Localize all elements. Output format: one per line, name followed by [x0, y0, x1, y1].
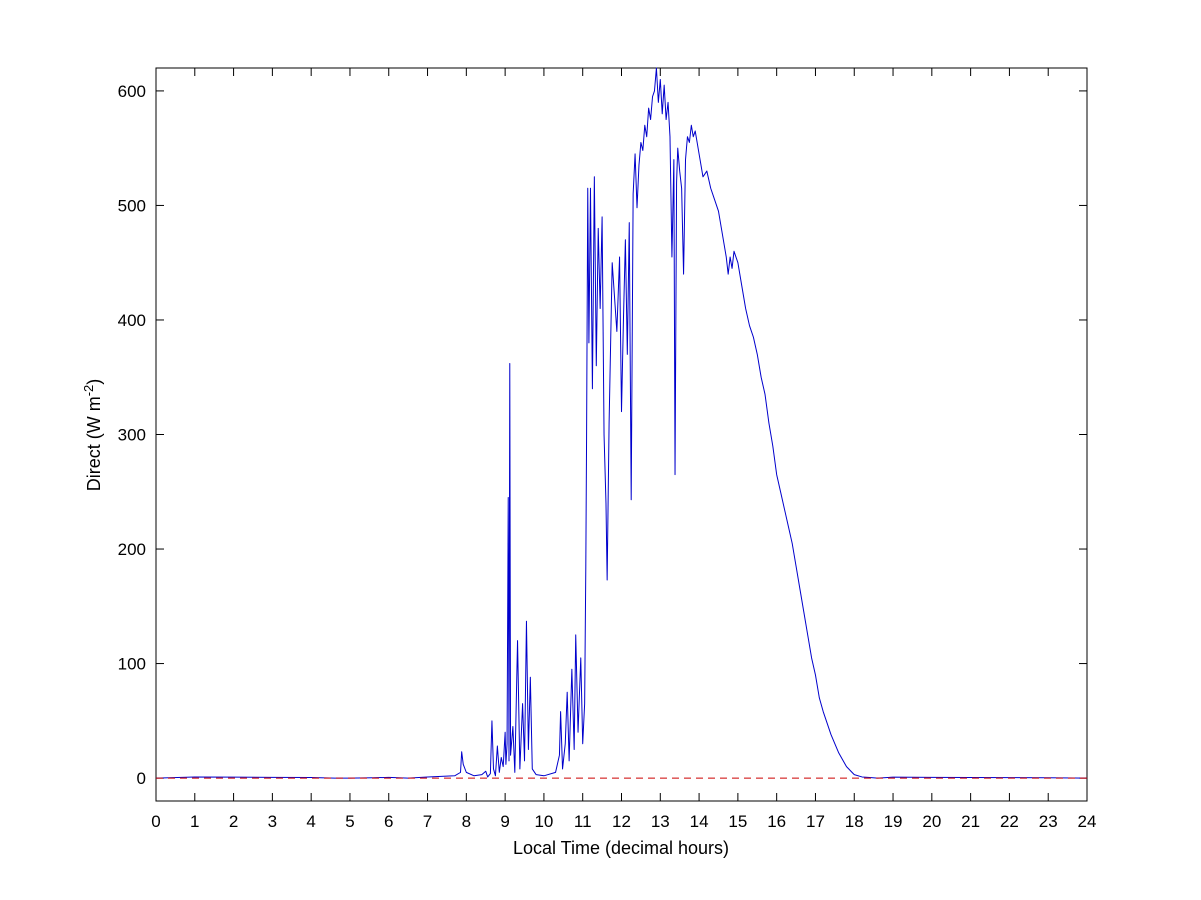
- y-axis-label-close: ): [84, 379, 104, 385]
- x-tick-label: 1: [190, 812, 199, 831]
- x-axis-label: Local Time (decimal hours): [513, 838, 729, 858]
- x-tick-label: 20: [922, 812, 941, 831]
- series-line-direct: [155, 67, 1088, 779]
- y-axis-label-exponent: -2: [81, 385, 96, 397]
- x-tick-label: 5: [345, 812, 354, 831]
- x-tick-label: 0: [151, 812, 160, 831]
- y-tick-label: 600: [118, 82, 146, 101]
- axis-ticks: 0 1 2 3 4 5 6 7 8 9 10 11 12 13 14 15 16 17 18 19 20 21 22 23 24…: [118, 68, 1097, 831]
- x-tick-label: 18: [845, 812, 864, 831]
- x-tick-label: 19: [884, 812, 903, 831]
- x-tick-label: 9: [500, 812, 509, 831]
- x-tick-label: 22: [1000, 812, 1019, 831]
- y-axis-label: Direct (W m-2): [81, 379, 104, 492]
- x-tick-label: 7: [423, 812, 432, 831]
- y-tick-label: 200: [118, 540, 146, 559]
- x-tick-label: 13: [651, 812, 670, 831]
- x-tick-label: 3: [268, 812, 277, 831]
- x-tick-label: 12: [612, 812, 631, 831]
- y-tick-label: 400: [118, 311, 146, 330]
- x-tick-label: 8: [462, 812, 471, 831]
- y-tick-label: 300: [118, 426, 146, 445]
- y-tick-label: 100: [118, 655, 146, 674]
- x-tick-label: 16: [767, 812, 786, 831]
- series-layer: [155, 67, 1088, 779]
- y-axis-label-main: Direct (W m: [84, 396, 104, 491]
- y-tick-label: 0: [137, 769, 146, 788]
- x-tick-label: 15: [728, 812, 747, 831]
- x-tick-label: 17: [806, 812, 825, 831]
- x-tick-label: 2: [229, 812, 238, 831]
- x-tick-label: 24: [1078, 812, 1097, 831]
- plot-area: [155, 67, 1088, 802]
- y-tick-label: 500: [118, 196, 146, 215]
- x-tick-label: 21: [961, 812, 980, 831]
- x-tick-label: 6: [384, 812, 393, 831]
- x-tick-label: 23: [1039, 812, 1058, 831]
- x-tick-label: 14: [690, 812, 709, 831]
- x-tick-label: 11: [574, 812, 592, 831]
- x-tick-label: 4: [306, 812, 315, 831]
- x-tick-label: 10: [534, 812, 553, 831]
